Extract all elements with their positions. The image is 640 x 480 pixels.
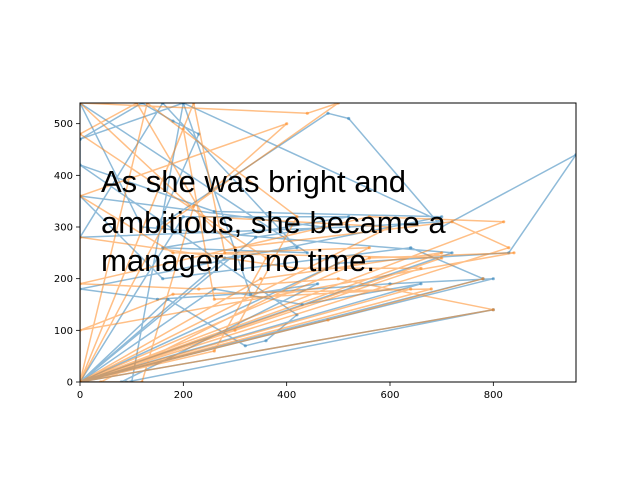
- data-point: [481, 277, 485, 281]
- data-point: [259, 277, 263, 281]
- data-point: [161, 225, 165, 229]
- y-tick-label: 400: [54, 171, 73, 182]
- data-point: [440, 251, 444, 255]
- y-axis: 0 100 200 300 400 500: [54, 119, 80, 389]
- y-tick-label: 0: [67, 378, 73, 389]
- data-point: [295, 215, 299, 219]
- data-point: [491, 308, 495, 312]
- data-point: [171, 292, 175, 296]
- x-tick-label: 600: [380, 390, 399, 401]
- data-point: [502, 220, 506, 224]
- y-tick-label: 100: [54, 326, 73, 337]
- overlay-line-3: manager in no time.: [101, 243, 375, 278]
- data-point: [233, 246, 237, 250]
- series-line-series-orange: [80, 103, 515, 382]
- data-point: [507, 246, 511, 250]
- data-point: [440, 215, 444, 219]
- series-line-series-blue: [80, 103, 576, 382]
- x-tick-label: 400: [277, 390, 296, 401]
- data-point: [202, 215, 206, 219]
- data-point: [192, 204, 196, 208]
- data-point: [450, 220, 454, 224]
- data-point: [409, 287, 413, 291]
- data-point: [336, 277, 340, 281]
- data-point: [264, 256, 268, 260]
- data-point: [429, 287, 433, 291]
- data-point: [440, 225, 444, 229]
- data-point: [409, 246, 413, 250]
- data-point: [326, 111, 330, 115]
- overlay-text: As she was bright and ambitious, she bec…: [101, 164, 446, 278]
- data-point: [254, 235, 258, 239]
- data-point: [367, 256, 371, 260]
- x-tick-label: 200: [174, 390, 193, 401]
- y-tick-label: 200: [54, 274, 73, 285]
- data-point: [264, 339, 268, 343]
- data-point: [326, 318, 330, 322]
- data-point: [181, 127, 185, 131]
- x-tick-label: 0: [77, 390, 83, 401]
- data-point: [161, 277, 165, 281]
- data-point: [243, 344, 247, 348]
- data-point: [197, 287, 201, 291]
- data-point: [419, 266, 423, 270]
- data-point: [367, 215, 371, 219]
- data-point: [367, 246, 371, 250]
- plot-frame: [79, 102, 577, 383]
- data-point: [305, 251, 309, 255]
- data-point: [450, 251, 454, 255]
- data-point: [316, 282, 320, 286]
- data-point: [295, 246, 299, 250]
- data-point: [171, 251, 175, 255]
- data-point: [212, 349, 216, 353]
- data-point: [155, 225, 160, 229]
- series-layer: [80, 103, 576, 382]
- series-series-orange: [80, 103, 516, 382]
- data-point: [223, 251, 227, 255]
- data-point: [212, 297, 216, 301]
- data-point: [491, 277, 495, 281]
- data-point: [388, 225, 392, 229]
- data-point: [285, 122, 289, 126]
- x-tick-label: 800: [484, 390, 503, 401]
- x-axis: 0 200 400 600 800: [77, 382, 503, 401]
- data-point: [212, 209, 216, 214]
- data-point: [305, 111, 309, 115]
- overlay-line-2: ambitious, she became a: [101, 205, 446, 240]
- data-point: [419, 282, 423, 286]
- data-point: [347, 215, 351, 219]
- overlay-line-1: As she was bright and: [101, 164, 406, 199]
- data-point: [512, 251, 516, 255]
- data-point: [181, 215, 185, 219]
- data-point: [347, 225, 351, 229]
- y-tick-label: 500: [54, 119, 73, 130]
- data-point: [440, 256, 444, 260]
- data-point: [295, 266, 299, 270]
- data-point: [347, 116, 351, 121]
- data-point: [233, 328, 237, 332]
- y-tick-label: 300: [54, 223, 73, 234]
